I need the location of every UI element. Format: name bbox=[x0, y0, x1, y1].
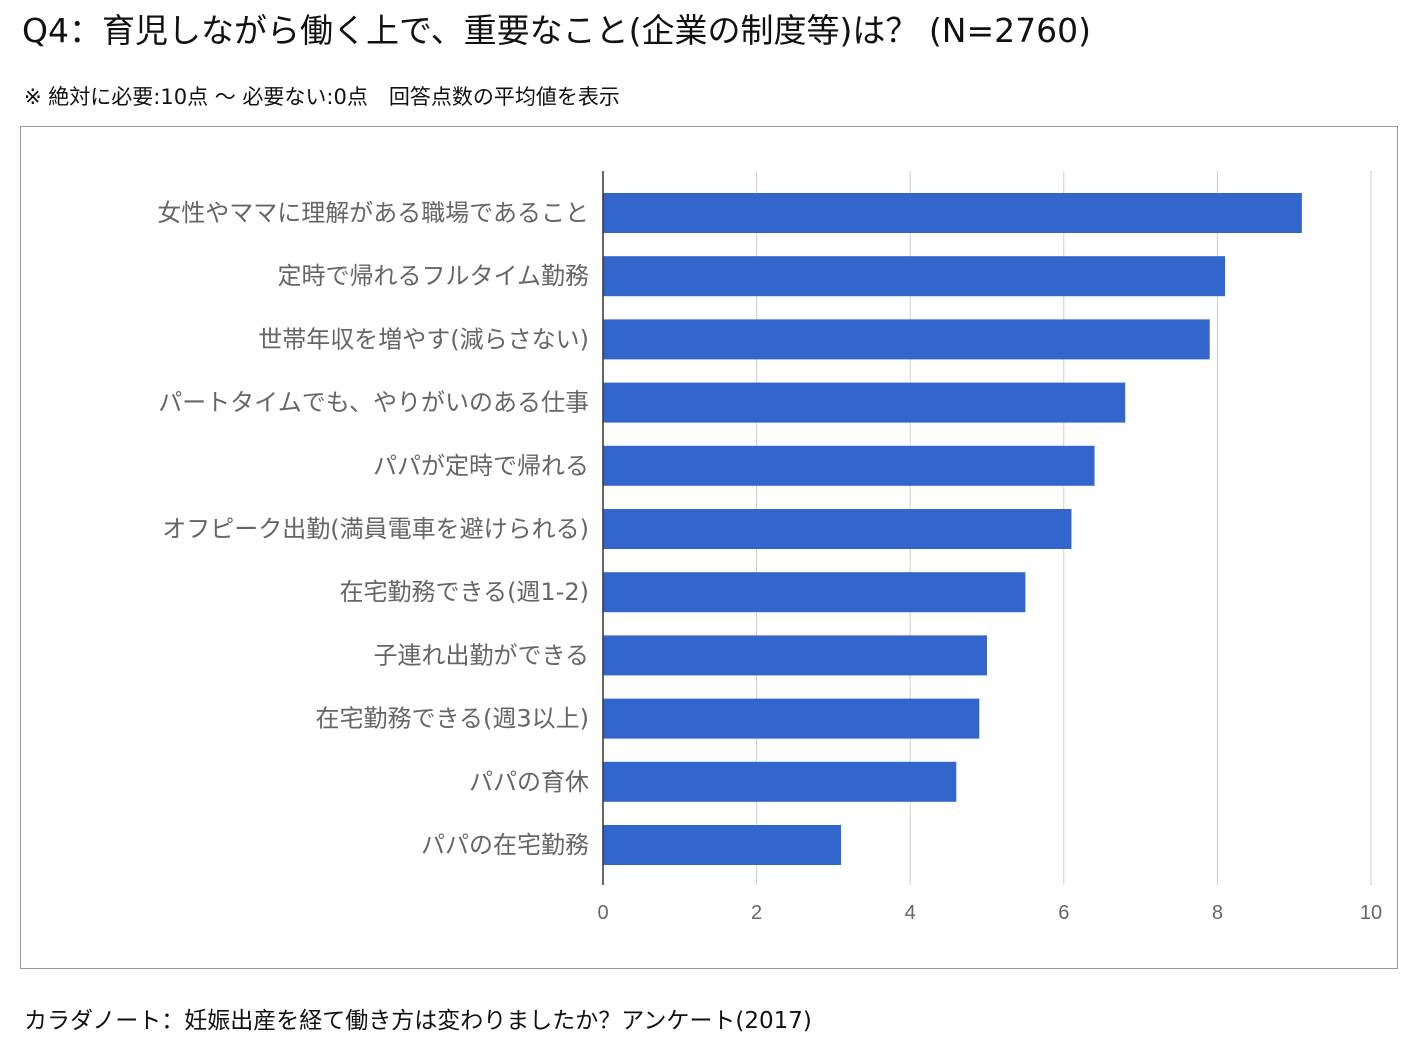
bar-6 bbox=[603, 572, 1026, 613]
bar-9 bbox=[603, 761, 957, 802]
category-label-6: 在宅勤務できる(週1-2) bbox=[340, 578, 589, 606]
category-label-2: 世帯年収を増やす(減らさない) bbox=[258, 325, 589, 353]
x-tick-label-0: 0 bbox=[597, 902, 608, 924]
x-tick-label-8: 8 bbox=[1212, 902, 1223, 924]
source-footer: カラダノート：妊娠出産を経て働き方は変わりましたか？アンケート(2017) bbox=[24, 1008, 812, 1034]
category-label-4: パパが定時で帰れる bbox=[373, 452, 589, 480]
category-label-9: パパの育休 bbox=[469, 768, 589, 796]
chart-subtitle: ※ 絶対に必要:10点 〜 必要ない:0点 回答点数の平均値を表示 bbox=[24, 85, 620, 109]
category-label-1: 定時で帰れるフルタイム勤務 bbox=[277, 262, 589, 290]
chart-frame: 女性やママに理解がある職場であること定時で帰れるフルタイム勤務世帯年収を増やす(… bbox=[20, 126, 1398, 969]
category-label-7: 子連れ出勤ができる bbox=[373, 641, 589, 669]
category-label-8: 在宅勤務できる(週3以上) bbox=[315, 705, 589, 733]
category-label-0: 女性やママに理解がある職場であること bbox=[157, 199, 589, 227]
page-title: Q4：育児しながら働く上で、重要なこと(企業の制度等)は？ (N=2760) bbox=[22, 11, 1091, 50]
bar-10 bbox=[603, 825, 842, 865]
x-tick-label-10: 10 bbox=[1360, 902, 1382, 924]
category-label-10: パパの在宅勤務 bbox=[421, 831, 589, 859]
category-label-3: パートタイムでも、やりがいのある仕事 bbox=[158, 389, 589, 417]
bar-1 bbox=[603, 256, 1226, 297]
bar-8 bbox=[603, 698, 980, 739]
x-tick-label-6: 6 bbox=[1058, 902, 1069, 924]
bar-3 bbox=[603, 382, 1126, 423]
bar-4 bbox=[603, 445, 1095, 486]
bar-chart: 女性やママに理解がある職場であること定時で帰れるフルタイム勤務世帯年収を増やす(… bbox=[157, 171, 1382, 924]
x-tick-label-2: 2 bbox=[751, 902, 762, 924]
bar-5 bbox=[603, 509, 1072, 549]
category-label-5: オフピーク出勤(満員電車を避けられる) bbox=[162, 515, 589, 543]
bar-0 bbox=[603, 193, 1302, 233]
bar-7 bbox=[603, 635, 987, 676]
bar-2 bbox=[603, 319, 1210, 360]
x-tick-label-4: 4 bbox=[905, 902, 916, 924]
